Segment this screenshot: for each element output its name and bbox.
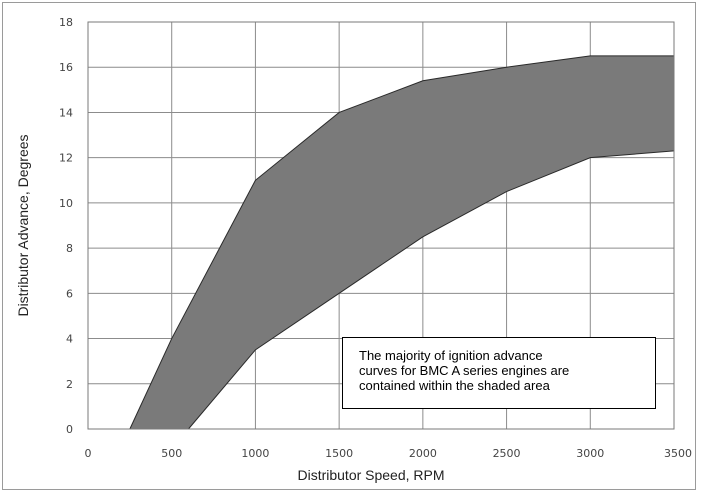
x-tick-label: 3500 <box>664 447 692 460</box>
x-axis-title: Distributor Speed, RPM <box>297 467 444 483</box>
annotation-box: The majority of ignition advance curves … <box>342 337 656 409</box>
annotation-line: curves for BMC A series engines are <box>359 363 570 378</box>
x-tick-label: 0 <box>85 447 92 460</box>
y-tick-labels: 0 2 4 6 8 10 12 14 16 18 <box>59 16 73 436</box>
annotation-line: contained within the shaded area <box>359 378 550 393</box>
y-tick-label: 2 <box>66 378 73 391</box>
x-tick-label: 1000 <box>241 447 269 460</box>
x-tick-labels: 0 500 1000 1500 2000 2500 3000 3500 <box>85 447 693 460</box>
x-tick-label: 1500 <box>325 447 353 460</box>
x-tick-label: 500 <box>161 447 182 460</box>
y-tick-label: 16 <box>59 61 73 74</box>
advance-band <box>129 55 674 430</box>
y-tick-label: 8 <box>66 242 73 255</box>
y-tick-label: 14 <box>59 106 73 119</box>
y-tick-label: 10 <box>59 197 73 210</box>
x-tick-label: 2000 <box>409 447 437 460</box>
lower-bound-line <box>188 150 675 430</box>
x-tick-label: 3000 <box>576 447 604 460</box>
annotation-line: The majority of ignition advance <box>359 348 543 363</box>
y-axis-title: Distributor Advance, Degrees <box>15 134 31 316</box>
plot-area-border <box>87 21 675 430</box>
y-tick-label: 6 <box>66 287 73 300</box>
upper-bound-line <box>129 55 674 430</box>
y-tick-label: 18 <box>59 16 73 29</box>
y-tick-label: 0 <box>66 423 73 436</box>
y-tick-label: 4 <box>66 333 73 346</box>
y-tick-label: 12 <box>59 152 73 165</box>
x-tick-label: 2500 <box>493 447 521 460</box>
